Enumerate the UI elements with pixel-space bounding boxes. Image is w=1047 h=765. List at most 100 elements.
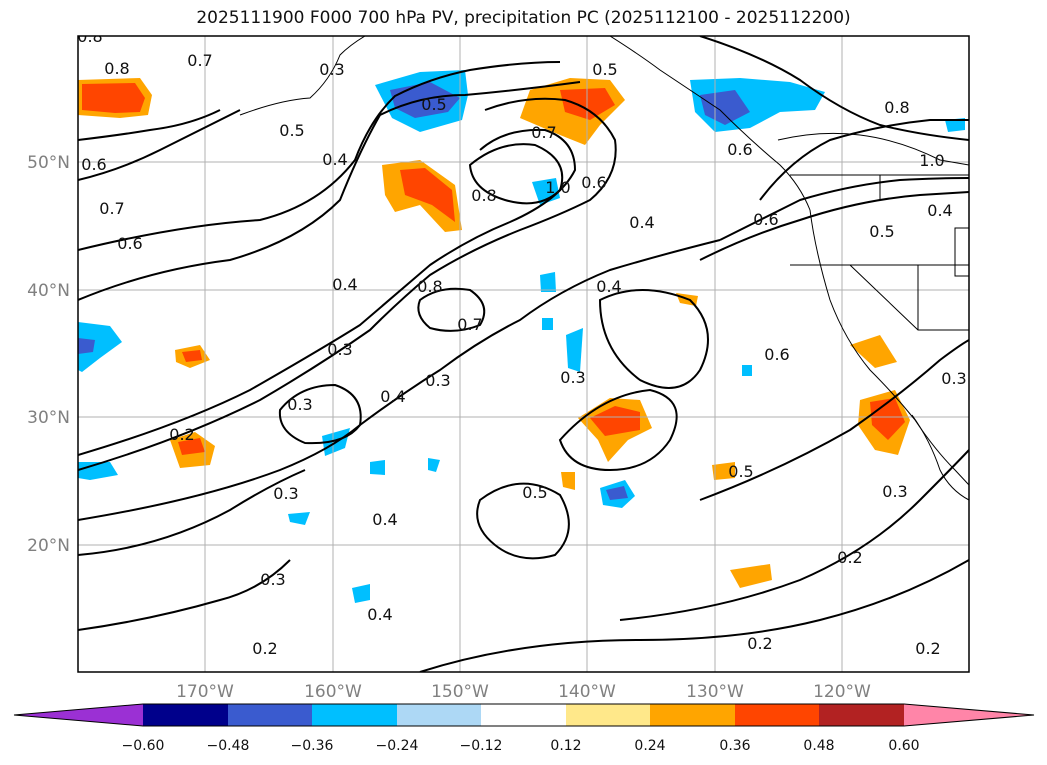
colorbar-tick: 0.12 [550, 738, 581, 754]
contour-line [476, 482, 570, 560]
map-frame [77, 35, 970, 673]
lon-tick: 120°W [813, 682, 871, 702]
contour-label: 0.6 [581, 173, 606, 192]
colorbar-swatch [650, 704, 735, 726]
colorbar [13, 703, 1035, 727]
lat-tick: 30°N [27, 408, 70, 428]
contour-label: 0.6 [764, 345, 789, 364]
precip-negative-area [945, 118, 965, 132]
lat-tick: 40°N [27, 281, 70, 301]
colorbar-tick: −0.60 [122, 738, 165, 754]
pv-contours [78, 36, 969, 672]
precip-positive-core [400, 168, 455, 222]
precip-negative-area [540, 272, 556, 292]
contour-label: 0.8 [104, 59, 129, 78]
precip-negative-area [370, 460, 385, 475]
contour-label: 0.3 [560, 368, 585, 387]
contour-label: 0.4 [927, 201, 952, 220]
precip-positive-area [561, 472, 575, 490]
contour-label: 0.2 [915, 639, 940, 658]
contour-label: 0.7 [187, 51, 212, 70]
contour-label: 0.5 [869, 222, 894, 241]
contour-line [78, 97, 617, 471]
contour-line [78, 128, 577, 456]
colorbar-ticks: −0.60 −0.48 −0.36 −0.24 −0.12 0.12 0.24 … [122, 738, 920, 754]
colorbar-swatch [819, 704, 904, 726]
contour-label: 0.3 [941, 369, 966, 388]
precip-positive-area [730, 564, 772, 588]
contour-line [78, 239, 721, 521]
colorbar-extend-high [904, 704, 1034, 726]
colorbar-tick: −0.36 [291, 738, 334, 754]
contour-label: 0.3 [273, 484, 298, 503]
colorbar-extend-low [14, 704, 143, 726]
contour-line [78, 109, 221, 141]
precip-negative-core [78, 338, 95, 354]
contour-label: 0.2 [169, 425, 194, 444]
precip-fills [78, 70, 965, 603]
lon-tick: 160°W [304, 682, 362, 702]
contour-label: 0.5 [728, 462, 753, 481]
contour-label: 0.5 [421, 95, 446, 114]
contour-line [598, 289, 709, 389]
precip-negative-area [532, 178, 560, 205]
precip-positive-core [590, 406, 640, 436]
precip-negative-area [542, 318, 553, 330]
map-area [78, 36, 969, 672]
contour-line [759, 119, 969, 201]
coastlines [239, 36, 969, 501]
contour-label: 0.4 [372, 510, 397, 529]
alaska-coast [239, 36, 366, 116]
contour-line [699, 339, 969, 501]
colorbar-outline [13, 703, 1035, 727]
colorbar-tick: 0.24 [634, 738, 665, 754]
contour-label: 0.6 [117, 234, 142, 253]
us-west-coast [809, 209, 969, 486]
state-borders [790, 174, 969, 331]
contour-line [419, 559, 969, 672]
contour-line [468, 143, 564, 205]
contour-label: 1.0 [545, 178, 570, 197]
precip-negative-area [742, 365, 752, 376]
contour-label: 0.2 [252, 639, 277, 658]
contour-label: 0.7 [457, 315, 482, 334]
contour-line [278, 383, 362, 445]
contour-label: 0.4 [367, 605, 392, 624]
canada-boundary [777, 132, 969, 166]
contour-label: 0.7 [531, 123, 556, 142]
contour-label: 0.4 [332, 275, 357, 294]
colorbar-tick: 0.48 [803, 738, 834, 754]
colorbar-tick: −0.24 [376, 738, 419, 754]
contour-line [619, 449, 969, 621]
colorbar-swatch [228, 704, 312, 726]
contour-label: 0.3 [425, 371, 450, 390]
mexico-coast [911, 414, 969, 501]
colorbar-swatch [312, 704, 397, 726]
contour-line [78, 81, 581, 301]
colorbar-tick: 0.60 [888, 738, 919, 754]
map-title: 2025111900 F000 700 hPa PV, precipitatio… [196, 8, 851, 28]
lon-tick: 130°W [686, 682, 744, 702]
contour-line [417, 287, 486, 332]
contour-label: 0.3 [260, 570, 285, 589]
colorbar-tick: −0.12 [460, 738, 503, 754]
precip-negative-area [428, 458, 440, 472]
contour-label: 0.2 [837, 548, 862, 567]
contour-label: 0.4 [596, 277, 621, 296]
precip-negative-core [606, 486, 628, 500]
contour-label: 0.8 [77, 27, 102, 46]
colorbar-swatch [397, 704, 481, 726]
contour-label: 1.0 [919, 151, 944, 170]
contour-line [78, 559, 291, 631]
contour-label: 0.8 [417, 277, 442, 296]
contour-label: 0.6 [753, 210, 778, 229]
contour-line [699, 191, 969, 261]
precip-negative-area [352, 584, 370, 603]
contour-label: 0.5 [592, 60, 617, 79]
lon-tick: 170°W [176, 682, 234, 702]
precip-positive-core [82, 83, 145, 113]
precip-negative-area [566, 328, 583, 372]
contour-label: 0.7 [99, 199, 124, 218]
lon-tick: 150°W [431, 682, 489, 702]
